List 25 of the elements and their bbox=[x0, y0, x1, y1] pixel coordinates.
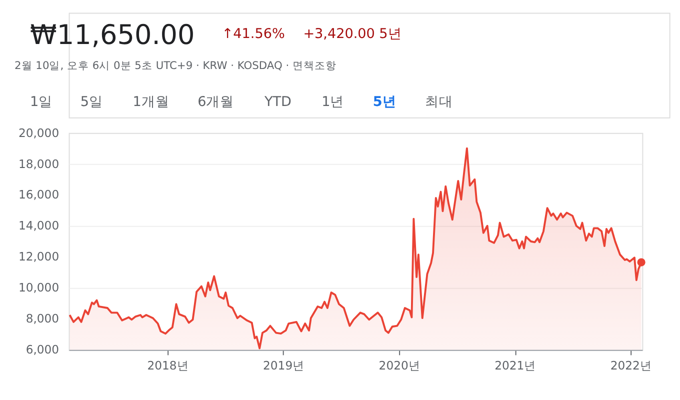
text: 최대 bbox=[425, 94, 454, 110]
text: YTD bbox=[263, 94, 292, 110]
chart-title: ₩11,650.00 bbox=[30, 20, 195, 51]
y-tick-label: 20,000 bbox=[18, 126, 60, 140]
x-tick-label: 2021년 bbox=[494, 358, 536, 373]
y-tick-label: 14,000 bbox=[18, 218, 60, 233]
text: ↑41.56% bbox=[222, 26, 285, 42]
x-tick-label: 2020년 bbox=[378, 358, 420, 373]
text: 1년 bbox=[322, 94, 344, 110]
text: +3,420.00 5년 bbox=[303, 26, 402, 42]
y-tick-label: 12,000 bbox=[18, 250, 60, 264]
text: 1일 bbox=[30, 94, 53, 110]
text: 5년 bbox=[372, 94, 396, 110]
y-tick-label: 8,000 bbox=[26, 312, 60, 326]
y-tick-label: 16,000 bbox=[18, 188, 60, 202]
text: 5일 bbox=[80, 94, 104, 110]
y-tick-label: 10,000 bbox=[18, 280, 60, 295]
text: 1개월 bbox=[132, 94, 170, 110]
x-tick-label: 2019년 bbox=[263, 358, 305, 373]
x-tick-label: 2022년 bbox=[610, 358, 652, 373]
x-tick-label: 2018년 bbox=[147, 358, 189, 373]
y-tick-label: 18,000 bbox=[18, 156, 60, 171]
text: 6개월 bbox=[198, 94, 234, 110]
text: 2월 10일, 오후 6시 0분 5초 UTC+9 · KRW · KOSDAQ · 면책조항 bbox=[14, 58, 337, 72]
y-tick-label: 6,000 bbox=[26, 342, 60, 357]
